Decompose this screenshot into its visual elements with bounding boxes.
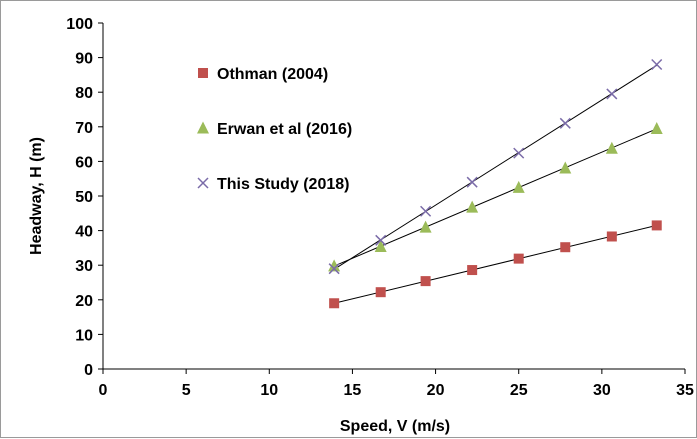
- data-point-series-1: [559, 161, 572, 174]
- data-point-series-2: [513, 147, 525, 159]
- legend-marker: [198, 68, 208, 78]
- data-point-series-1: [328, 259, 341, 272]
- data-point-series-0: [420, 276, 431, 287]
- trendline: [334, 224, 657, 304]
- legend-marker: [197, 121, 209, 134]
- x-tick-label: 5: [182, 382, 191, 399]
- trendlines: [333, 64, 657, 304]
- trendline: [333, 128, 657, 267]
- data-point-series-2: [466, 176, 478, 188]
- x-tick-label: 20: [427, 382, 445, 399]
- data-point-series-0: [606, 231, 617, 242]
- legend-label: This Study (2018): [217, 176, 349, 193]
- data-point-series-1: [419, 220, 432, 233]
- x-tick-label: 0: [99, 382, 108, 399]
- axes: [98, 22, 686, 374]
- y-tick-label: 20: [75, 293, 93, 310]
- data-point-series-1: [466, 200, 479, 213]
- data-point-series-0: [467, 265, 478, 276]
- data-point-series-0: [560, 242, 571, 253]
- y-axis-title: Headway, H (m): [28, 137, 45, 255]
- data-point-series-0: [513, 253, 524, 264]
- y-tick-label: 30: [75, 258, 93, 275]
- x-tick-label: 25: [510, 382, 528, 399]
- data-point-series-0: [375, 287, 386, 298]
- y-tick-label: 0: [84, 362, 93, 379]
- data-point-series-0: [329, 298, 340, 309]
- y-tick-label: 80: [75, 85, 93, 102]
- legend-label: Othman (2004): [217, 66, 328, 83]
- y-tick-label: 70: [75, 120, 93, 137]
- x-tick-label: 35: [676, 382, 694, 399]
- x-tick-label: 10: [260, 382, 278, 399]
- data-point-series-2: [375, 234, 387, 246]
- y-tick-label: 60: [75, 154, 93, 171]
- data-point-series-1: [605, 141, 618, 154]
- y-tick-label: 100: [66, 16, 93, 33]
- data-point-series-1: [650, 122, 663, 135]
- x-tick-label: 15: [344, 382, 362, 399]
- data-point-series-2: [606, 88, 618, 100]
- y-tick-label: 40: [75, 224, 93, 241]
- y-tick-label: 90: [75, 51, 93, 68]
- data-point-series-1: [374, 240, 387, 253]
- data-point-series-0: [651, 220, 662, 231]
- data-points: [328, 58, 663, 309]
- data-point-series-1: [512, 180, 525, 193]
- y-tick-label: 10: [75, 327, 93, 344]
- data-point-series-2: [328, 263, 340, 275]
- data-point-series-2: [559, 117, 571, 129]
- legend-label: Erwan et al (2016): [217, 121, 352, 138]
- y-tick-labels: 0 10 20 30 40 50 60 70 80 90 100: [66, 16, 93, 379]
- data-point-series-2: [651, 58, 663, 71]
- x-tick-labels: 0 5 10 15 20 25 30 35: [99, 382, 694, 399]
- x-axis-title: Speed, V (m/s): [340, 418, 450, 435]
- data-point-series-2: [420, 205, 432, 217]
- trendline: [333, 64, 657, 270]
- x-tick-label: 30: [593, 382, 611, 399]
- legend-marker: [197, 177, 209, 189]
- legend: Othman (2004) Erwan et al (2016) This Stud…: [197, 66, 352, 193]
- y-tick-label: 50: [75, 189, 93, 206]
